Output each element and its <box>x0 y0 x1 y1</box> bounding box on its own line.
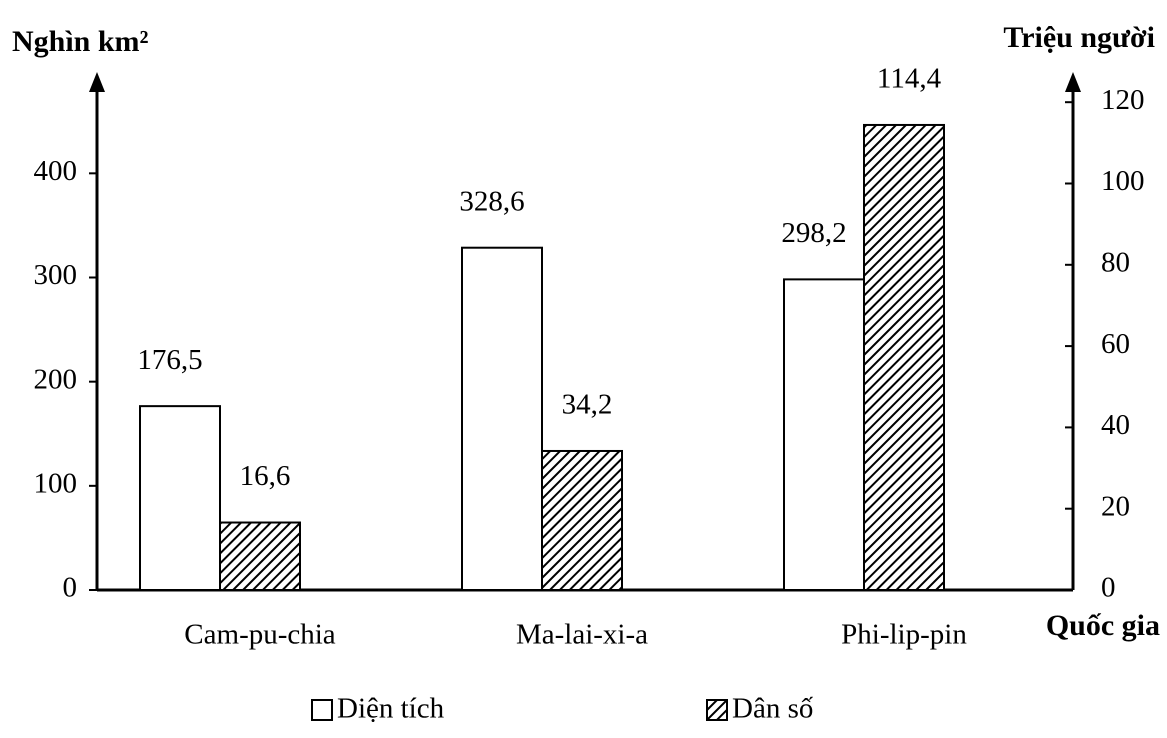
y-axis-label: Nghìn km² <box>12 25 149 58</box>
y2-axis-label: Triệu người <box>1003 21 1155 54</box>
bar <box>139 405 221 592</box>
y-tick-label: 100 <box>34 467 78 499</box>
value-label: 114,4 <box>877 63 942 95</box>
y-tick-label: 300 <box>34 259 78 291</box>
y2-tick-label: 20 <box>1101 490 1130 522</box>
bar <box>783 278 865 591</box>
value-label: 34,2 <box>562 389 613 421</box>
x-axis-label: Quốc gia <box>1046 609 1160 642</box>
y-axis-arrow <box>89 72 105 92</box>
bar <box>461 246 543 591</box>
x-tick-label: Phi-lip-pin <box>841 619 967 651</box>
y2-tick-label: 120 <box>1101 84 1145 116</box>
legend-swatch <box>706 699 728 721</box>
legend-label: Dân số <box>732 693 814 725</box>
y-tick-label: 0 <box>63 572 78 604</box>
bar <box>863 123 945 591</box>
x-tick-label: Cam-pu-chia <box>184 619 336 651</box>
value-label: 298,2 <box>781 217 846 249</box>
y2-tick-label: 0 <box>1101 572 1116 604</box>
legend-label: Diện tích <box>337 693 445 725</box>
y-tick-label: 200 <box>34 363 78 395</box>
y2-axis-arrow <box>1065 72 1081 92</box>
bar <box>219 521 301 591</box>
bar <box>541 449 623 591</box>
value-label: 16,6 <box>240 460 291 492</box>
y2-tick-label: 100 <box>1101 165 1145 197</box>
x-tick-label: Ma-lai-xi-a <box>516 619 648 651</box>
y2-tick-label: 80 <box>1101 246 1130 278</box>
legend-swatch <box>311 699 333 721</box>
y2-tick-label: 60 <box>1101 328 1130 360</box>
value-label: 328,6 <box>459 185 524 217</box>
value-label: 176,5 <box>137 344 202 376</box>
y2-tick-label: 40 <box>1101 409 1130 441</box>
y-tick-label: 400 <box>34 155 78 187</box>
